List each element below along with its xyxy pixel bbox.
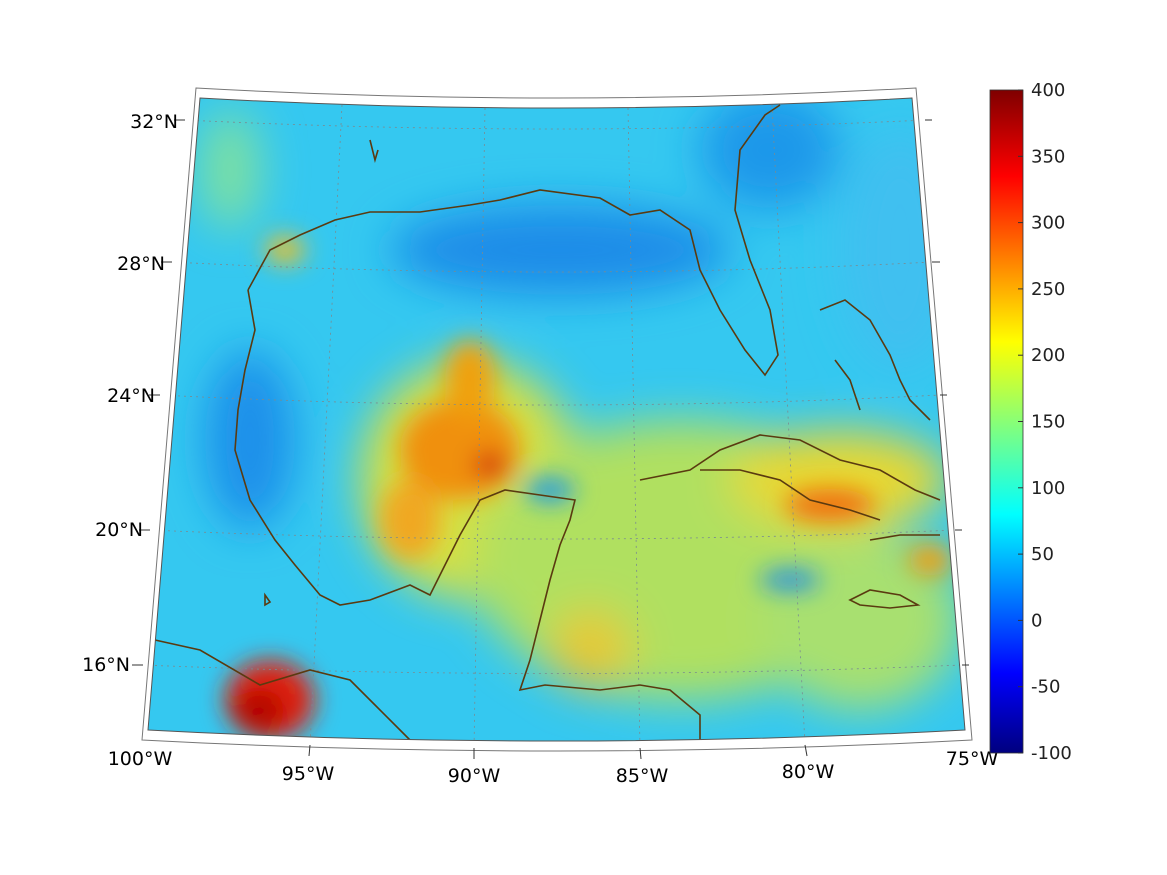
colorbar-tick-label: 100 (1031, 478, 1065, 499)
colorbar-tick-label: 200 (1031, 345, 1065, 366)
lon-label: 85°W (616, 765, 669, 787)
colorbar-ticks: 400 350 300 250 200 150 100 50 0 -50 -100 (1018, 80, 1072, 764)
lat-label: 16°N (82, 654, 130, 676)
lon-label: 100°W (108, 748, 173, 770)
lat-label: 28°N (117, 253, 165, 275)
lat-label: 32°N (130, 111, 178, 133)
lat-label: 20°N (95, 519, 143, 541)
lon-label: 95°W (282, 763, 335, 785)
colorbar-tick-label: 0 (1031, 610, 1042, 631)
lat-label: 24°N (107, 385, 155, 407)
lon-label: 75°W (946, 748, 999, 770)
colorbar-tick-label: -100 (1031, 743, 1072, 764)
map-frame (147, 97, 966, 742)
colorbar-tick-label: 150 (1031, 412, 1065, 433)
latitude-labels: 32°N 28°N 24°N 20°N 16°N (82, 111, 178, 676)
colorbar-tick-label: 400 (1031, 80, 1065, 101)
data-field (148, 98, 965, 741)
longitude-labels: 100°W 95°W 90°W 85°W 80°W 75°W (108, 748, 999, 787)
graticule (148, 104, 963, 741)
colorbar-tick-label: 50 (1031, 544, 1054, 565)
colorbar-gradient (989, 89, 1024, 754)
colorbar-tick-label: 300 (1031, 213, 1065, 234)
map-outer-frame (141, 87, 973, 752)
colorbar-tick-label: 350 (1031, 146, 1065, 167)
colorbar-tick-label: 250 (1031, 279, 1065, 300)
coastline (154, 104, 941, 741)
colorbar-tick-label: -50 (1031, 677, 1060, 698)
lon-label: 90°W (448, 765, 501, 787)
colorbar: 400 350 300 250 200 150 100 50 0 -50 -100 (989, 80, 1072, 764)
frame-ticks (132, 119, 969, 760)
lon-label: 80°W (782, 761, 835, 783)
